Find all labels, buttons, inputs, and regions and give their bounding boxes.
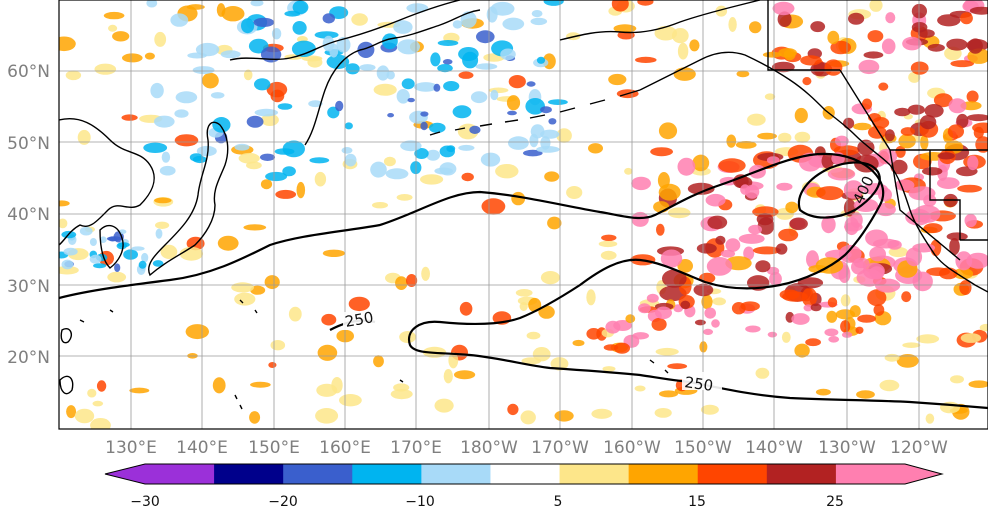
lon-label: 150°W bbox=[674, 438, 732, 458]
lat-label: 30°N bbox=[7, 277, 50, 297]
lon-label: 170°W bbox=[531, 438, 589, 458]
lon-label: 150°E bbox=[248, 438, 300, 458]
siberia-coastline bbox=[229, 0, 461, 61]
colorbar-label: 15 bbox=[688, 494, 706, 510]
alaska-north-coast bbox=[559, 0, 761, 41]
anomaly-fill-layer bbox=[59, 0, 988, 429]
japan-coastline bbox=[148, 121, 229, 277]
state-borders bbox=[767, 0, 988, 261]
latitude-labels: 60°N 50°N 40°N 30°N 20°N bbox=[7, 62, 50, 368]
colorbar-label: 25 bbox=[826, 494, 844, 510]
longitude-labels: 130°E 140°E 150°E 160°E 170°E 180°W 170°… bbox=[105, 438, 948, 458]
lon-label: 140°E bbox=[176, 438, 228, 458]
lon-label: 130°W bbox=[818, 438, 876, 458]
colorbar-labels: −30 −20 −10 5 15 25 bbox=[130, 494, 844, 510]
lon-label: 130°E bbox=[105, 438, 157, 458]
korea-coastline bbox=[99, 224, 124, 269]
alaska-coastline bbox=[639, 51, 988, 293]
lat-label: 50°N bbox=[7, 134, 50, 154]
coastlines bbox=[59, 0, 988, 410]
graticule bbox=[59, 0, 988, 429]
pacific-islands bbox=[59, 299, 669, 410]
colorbar bbox=[104, 463, 944, 485]
lat-label: 60°N bbox=[7, 62, 50, 82]
plot-area: 250 250 400 bbox=[59, 0, 988, 429]
lon-label: 180°W bbox=[460, 438, 518, 458]
contour-label-250-east: 250 bbox=[683, 373, 714, 395]
contour-label-250-west: 250 bbox=[344, 308, 375, 331]
contour-400 bbox=[797, 161, 881, 219]
colorbar-label: −30 bbox=[130, 494, 160, 510]
colorbar-label: −10 bbox=[405, 494, 435, 510]
asia-coastline bbox=[59, 118, 155, 246]
lat-label: 20°N bbox=[7, 348, 50, 368]
contour-250-north bbox=[59, 152, 988, 410]
plot-frame bbox=[58, 0, 988, 430]
colorbar-label: −20 bbox=[268, 494, 298, 510]
colorbar-label: 5 bbox=[554, 494, 563, 510]
contour-label-bg bbox=[343, 312, 383, 330]
lon-label: 120°W bbox=[890, 438, 948, 458]
lat-label: 40°N bbox=[7, 205, 50, 225]
lon-label: 160°W bbox=[603, 438, 661, 458]
kamchatka-coastline bbox=[304, 9, 481, 146]
lon-label: 160°E bbox=[319, 438, 371, 458]
aleutian-chain bbox=[429, 89, 641, 136]
contour-label-bg bbox=[682, 372, 722, 390]
lon-label: 170°E bbox=[390, 438, 442, 458]
lon-label: 140°W bbox=[745, 438, 803, 458]
